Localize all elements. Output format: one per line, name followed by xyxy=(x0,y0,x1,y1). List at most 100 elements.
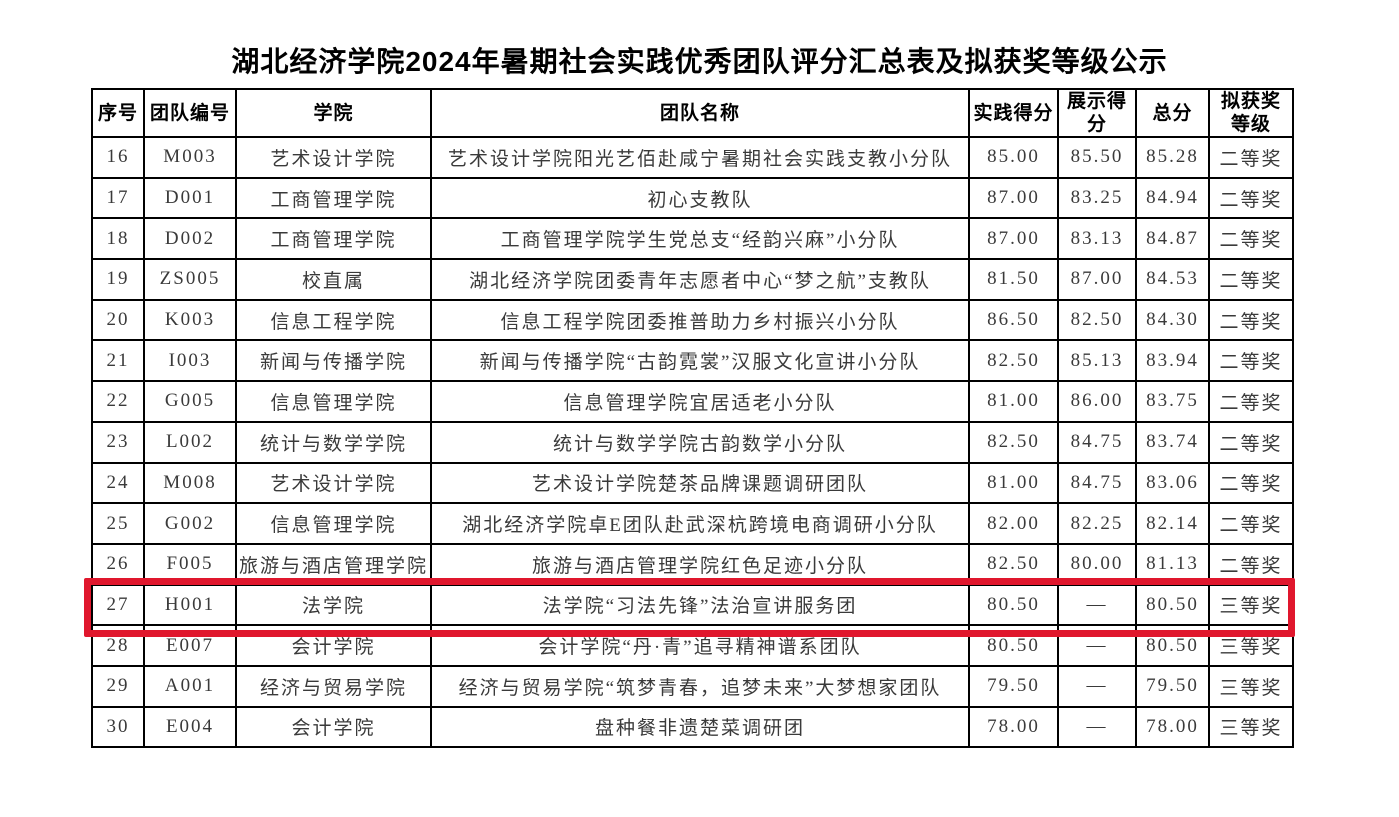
cell-practice-score: 85.00 xyxy=(968,136,1059,179)
cell-team-code: M008 xyxy=(143,461,237,505)
column-header-award: 拟获奖 等级 xyxy=(1208,88,1294,138)
cell-award: 二等奖 xyxy=(1208,380,1294,423)
cell-team-name: 经济与贸易学院“筑梦青春，追梦未来”大梦想家团队 xyxy=(430,664,970,708)
score-table: 序号 团队编号 学院 团队名称 实践得分 展示得分 总分 拟获奖 等级 16 M003 艺术设计学… xyxy=(91,88,1294,749)
table-row: 26 F005 旅游与酒店管理学院 旅游与酒店管理学院红色足迹小分队 82.50 80.0… xyxy=(91,542,1294,586)
cell-college: 信息管理学院 xyxy=(235,380,432,423)
cell-award: 二等奖 xyxy=(1208,339,1294,383)
cell-college: 工商管理学院 xyxy=(235,217,432,261)
cell-team-code: ZS005 xyxy=(143,258,237,301)
cell-college: 会计学院 xyxy=(235,705,432,749)
cell-practice-score: 81.00 xyxy=(968,461,1059,505)
cell-practice-score: 82.50 xyxy=(968,339,1059,383)
cell-team-code: G002 xyxy=(143,502,237,545)
cell-seq: 28 xyxy=(91,624,145,667)
cell-practice-score: 80.50 xyxy=(968,624,1059,667)
cell-presentation-score: — xyxy=(1057,705,1137,749)
cell-team-code: I003 xyxy=(143,339,237,383)
cell-presentation-score: 87.00 xyxy=(1057,258,1137,301)
cell-college: 经济与贸易学院 xyxy=(235,664,432,708)
cell-presentation-score: 83.25 xyxy=(1057,176,1137,220)
cell-seq: 22 xyxy=(91,380,145,423)
cell-award: 二等奖 xyxy=(1208,420,1294,464)
cell-award: 二等奖 xyxy=(1208,298,1294,342)
cell-seq: 18 xyxy=(91,217,145,261)
cell-total-score: 84.53 xyxy=(1135,258,1210,301)
table-row: 18 D002 工商管理学院 工商管理学院学生党总支“经韵兴麻”小分队 87.00 83.… xyxy=(91,217,1294,261)
cell-total-score: 83.06 xyxy=(1135,461,1210,505)
cell-college: 信息工程学院 xyxy=(235,298,432,342)
column-header-team_name: 团队名称 xyxy=(430,88,970,138)
cell-practice-score: 82.50 xyxy=(968,420,1059,464)
cell-team-name: 旅游与酒店管理学院红色足迹小分队 xyxy=(430,542,970,586)
cell-seq: 20 xyxy=(91,298,145,342)
table-row: 28 E007 会计学院 会计学院“丹·青”追寻精神谱系团队 80.50—80.50 三等… xyxy=(91,624,1294,667)
cell-presentation-score: 84.75 xyxy=(1057,461,1137,505)
cell-college: 新闻与传播学院 xyxy=(235,339,432,383)
column-header-seq: 序号 xyxy=(91,88,145,138)
cell-presentation-score: 80.00 xyxy=(1057,542,1137,586)
table-row: 21 I003 新闻与传播学院 新闻与传播学院“古韵霓裳”汉服文化宣讲小分队 82.50… xyxy=(91,339,1294,383)
cell-seq: 25 xyxy=(91,502,145,545)
cell-team-name: 新闻与传播学院“古韵霓裳”汉服文化宣讲小分队 xyxy=(430,339,970,383)
cell-presentation-score: 85.50 xyxy=(1057,136,1137,179)
table-row: 19 ZS005 校直属 湖北经济学院团委青年志愿者中心“梦之航”支教队 81.50 87… xyxy=(91,258,1294,301)
cell-team-name: 会计学院“丹·青”追寻精神谱系团队 xyxy=(430,624,970,667)
column-header-presentation_score: 展示得分 xyxy=(1057,88,1137,138)
cell-total-score: 84.94 xyxy=(1135,176,1210,220)
table-row: 24 M008 艺术设计学院 艺术设计学院楚茶品牌课题调研团队 81.00 84.75 83… xyxy=(91,461,1294,505)
cell-total-score: 83.94 xyxy=(1135,339,1210,383)
cell-practice-score: 78.00 xyxy=(968,705,1059,749)
cell-practice-score: 87.00 xyxy=(968,176,1059,220)
cell-team-code: D002 xyxy=(143,217,237,261)
cell-seq: 16 xyxy=(91,136,145,179)
table-row: 23 L002 统计与数学学院 统计与数学学院古韵数学小分队 82.50 84.75 83.… xyxy=(91,420,1294,464)
cell-total-score: 80.50 xyxy=(1135,583,1210,627)
cell-seq: 21 xyxy=(91,339,145,383)
cell-seq: 26 xyxy=(91,542,145,586)
cell-seq: 19 xyxy=(91,258,145,301)
cell-practice-score: 87.00 xyxy=(968,217,1059,261)
cell-award: 二等奖 xyxy=(1208,136,1294,179)
cell-total-score: 79.50 xyxy=(1135,664,1210,708)
cell-college: 旅游与酒店管理学院 xyxy=(235,542,432,586)
cell-college: 统计与数学学院 xyxy=(235,420,432,464)
cell-team-name: 湖北经济学院团委青年志愿者中心“梦之航”支教队 xyxy=(430,258,970,301)
cell-practice-score: 86.50 xyxy=(968,298,1059,342)
cell-presentation-score: 83.13 xyxy=(1057,217,1137,261)
cell-total-score: 82.14 xyxy=(1135,502,1210,545)
cell-seq: 17 xyxy=(91,176,145,220)
cell-award: 三等奖 xyxy=(1208,664,1294,708)
cell-team-code: K003 xyxy=(143,298,237,342)
table-header: 序号 团队编号 学院 团队名称 实践得分 展示得分 总分 拟获奖 等级 xyxy=(91,88,1294,138)
cell-award: 二等奖 xyxy=(1208,217,1294,261)
cell-college: 艺术设计学院 xyxy=(235,461,432,505)
table-row: 27 H001 法学院 法学院“习法先锋”法治宣讲服务团 80.50—80.50 三等奖 xyxy=(91,583,1294,627)
cell-presentation-score: 85.13 xyxy=(1057,339,1137,383)
cell-presentation-score: 84.75 xyxy=(1057,420,1137,464)
page-title: 湖北经济学院2024年暑期社会实践优秀团队评分汇总表及拟获奖等级公示 xyxy=(231,46,1168,77)
cell-total-score: 83.75 xyxy=(1135,380,1210,423)
cell-team-name: 法学院“习法先锋”法治宣讲服务团 xyxy=(430,583,970,627)
cell-award: 二等奖 xyxy=(1208,176,1294,220)
column-header-college: 学院 xyxy=(235,88,432,138)
table-row: 16 M003 艺术设计学院 艺术设计学院阳光艺佰赴咸宁暑期社会实践支教小分队 85.0… xyxy=(91,136,1294,179)
cell-presentation-score: 86.00 xyxy=(1057,380,1137,423)
cell-seq: 30 xyxy=(91,705,145,749)
table-row: 20 K003 信息工程学院 信息工程学院团委推普助力乡村振兴小分队 86.50 82.5… xyxy=(91,298,1294,342)
cell-total-score: 80.50 xyxy=(1135,624,1210,667)
cell-seq: 27 xyxy=(91,583,145,627)
cell-college: 法学院 xyxy=(235,583,432,627)
cell-total-score: 81.13 xyxy=(1135,542,1210,586)
cell-team-code: M003 xyxy=(143,136,237,179)
cell-college: 工商管理学院 xyxy=(235,176,432,220)
cell-total-score: 84.87 xyxy=(1135,217,1210,261)
cell-practice-score: 81.50 xyxy=(968,258,1059,301)
cell-presentation-score: — xyxy=(1057,624,1137,667)
cell-team-code: D001 xyxy=(143,176,237,220)
cell-seq: 24 xyxy=(91,461,145,505)
cell-team-code: L002 xyxy=(143,420,237,464)
cell-team-name: 统计与数学学院古韵数学小分队 xyxy=(430,420,970,464)
column-header-team_code: 团队编号 xyxy=(143,88,237,138)
table-row: 30 E004 会计学院 盘种餐非遗楚菜调研团 78.00—78.00 三等奖 xyxy=(91,705,1294,749)
